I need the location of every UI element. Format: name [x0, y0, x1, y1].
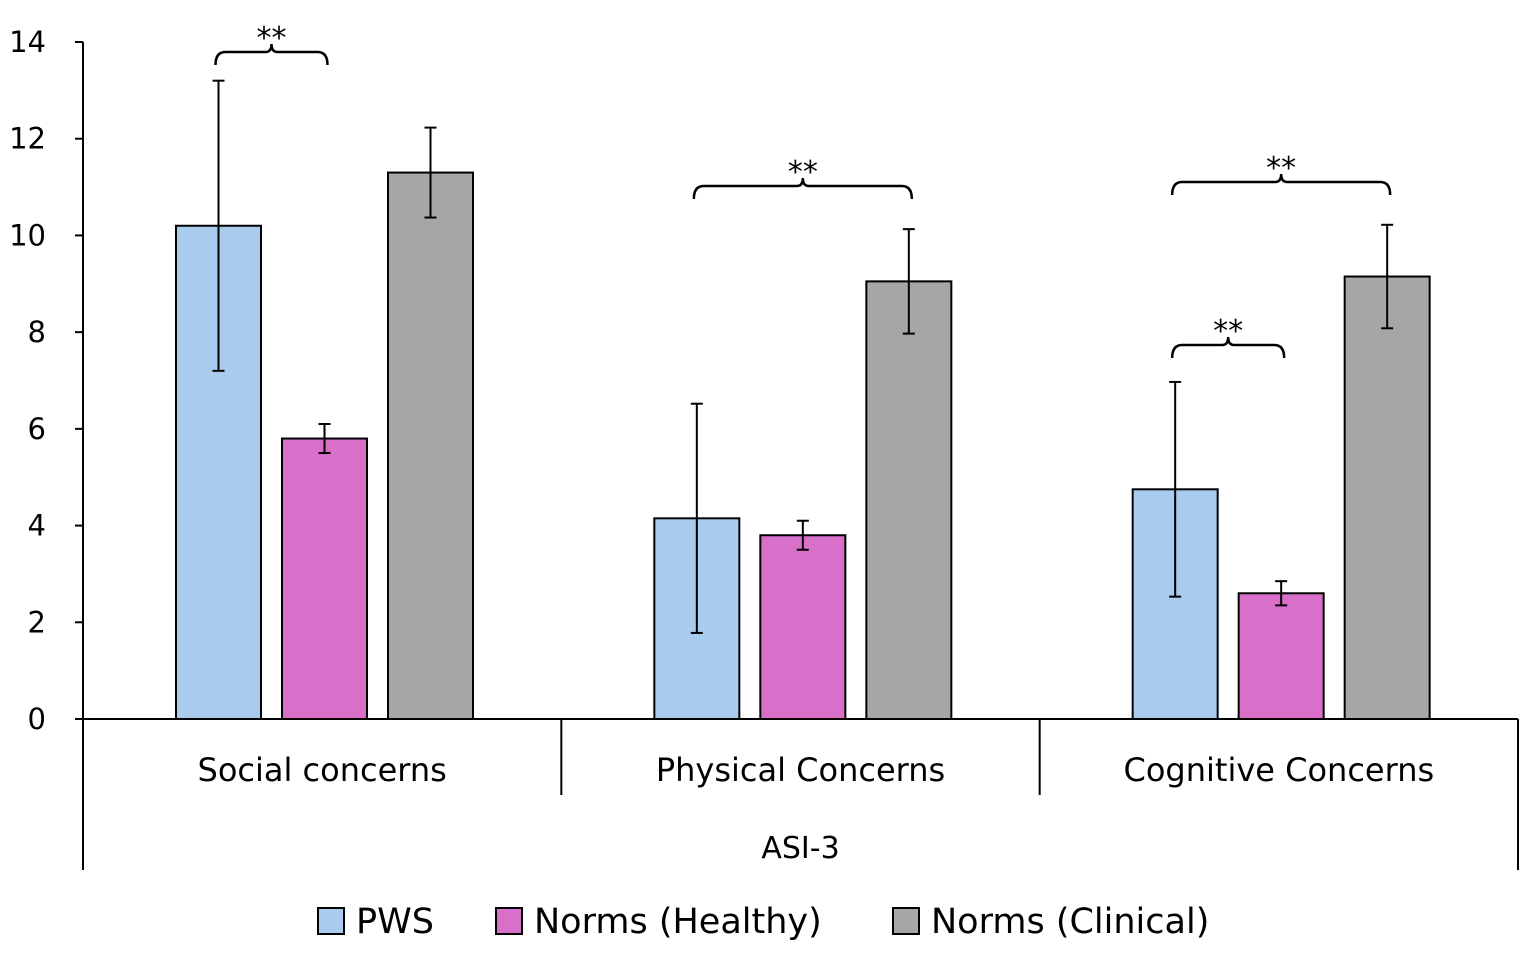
significance-label: ** [257, 21, 287, 56]
significance-bracket [1170, 173, 1392, 196]
bar-norms-clinical [1343, 275, 1431, 720]
y-tick-label: 10 [9, 218, 46, 252]
significance-bracket [214, 43, 329, 66]
y-tick-label: 4 [28, 509, 46, 543]
y-tick-label: 8 [28, 315, 46, 349]
bar-norms-clinical [387, 171, 474, 721]
bar-norms-clinical [865, 280, 953, 720]
bar-norms-healthy [281, 437, 368, 720]
y-tick-label: 2 [28, 605, 46, 639]
legend-label: Norms (Clinical) [931, 902, 1209, 942]
legend-swatch [495, 907, 523, 935]
significance-label: ** [1266, 151, 1296, 186]
legend-label: PWS [356, 902, 434, 942]
y-tick-label: 12 [9, 122, 46, 156]
significance-label: ** [788, 155, 818, 190]
legend-swatch [892, 907, 920, 935]
significance-bracket [692, 177, 914, 200]
significance-bracket [1170, 336, 1286, 359]
legend-label: Norms (Healthy) [534, 902, 822, 942]
category-label: Physical Concerns [656, 751, 945, 789]
y-tick-label: 0 [28, 702, 46, 736]
category-label: Cognitive Concerns [1123, 751, 1434, 789]
category-label: Social concerns [198, 751, 447, 789]
bar-norms-healthy [1237, 592, 1325, 720]
bar-norms-healthy [759, 534, 847, 720]
y-tick-label: 6 [28, 412, 46, 446]
significance-label: ** [1213, 314, 1243, 349]
x-axis-title: ASI-3 [761, 831, 839, 866]
legend-swatch [317, 907, 345, 935]
y-tick-label: 14 [9, 25, 46, 59]
